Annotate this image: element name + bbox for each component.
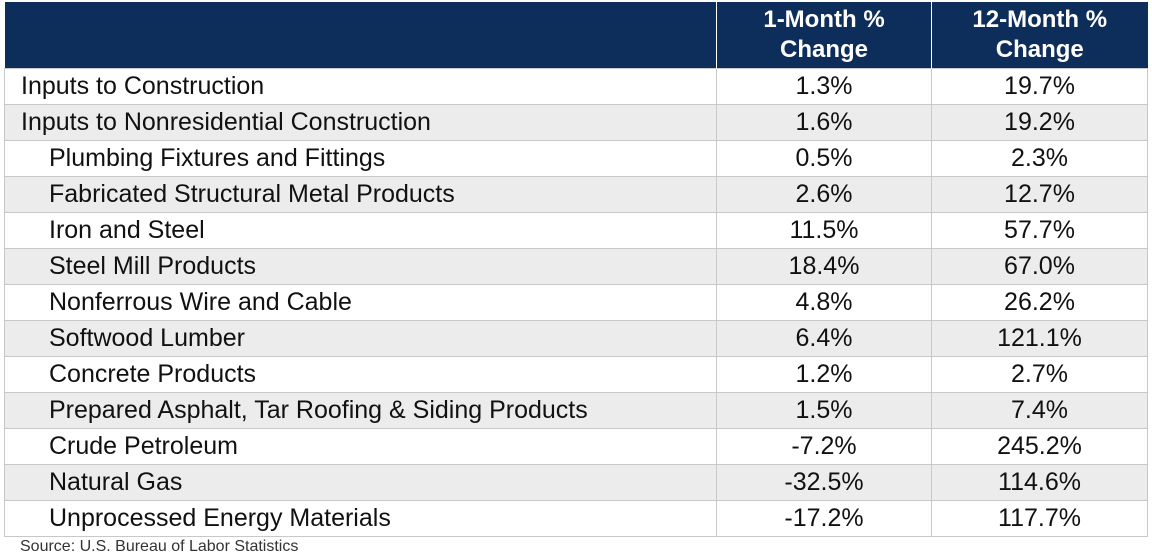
twelve-month-change-value: 117.7% <box>931 500 1148 537</box>
table-row: Natural Gas -32.5% 114.6% <box>4 464 1148 501</box>
row-label: Concrete Products <box>4 356 717 393</box>
table-row: Inputs to Nonresidential Construction 1.6… <box>4 104 1148 141</box>
header-one-month-change: 1-Month % Change <box>716 2 932 69</box>
row-label: Prepared Asphalt, Tar Roofing & Siding P… <box>4 392 717 429</box>
one-month-change-value: 6.4% <box>716 320 932 357</box>
header-label-cell <box>4 2 717 69</box>
table-row: Iron and Steel 11.5% 57.7% <box>4 212 1148 249</box>
header-row: 1-Month % Change 12-Month % Change <box>4 2 1148 69</box>
row-label: Nonferrous Wire and Cable <box>4 284 717 321</box>
twelve-month-change-value: 2.3% <box>931 140 1148 177</box>
table-row: Softwood Lumber 6.4% 121.1% <box>4 320 1148 357</box>
row-label: Softwood Lumber <box>4 320 717 357</box>
row-label: Iron and Steel <box>4 212 717 249</box>
row-label: Natural Gas <box>4 464 717 501</box>
row-label: Plumbing Fixtures and Fittings <box>4 140 717 177</box>
table-row: Inputs to Construction 1.3% 19.7% <box>4 68 1148 105</box>
row-label: Unprocessed Energy Materials <box>4 500 717 537</box>
header-twelve-month-change: 12-Month % Change <box>931 2 1148 69</box>
one-month-change-value: 1.6% <box>716 104 932 141</box>
ppi-change-table: 1-Month % Change 12-Month % Change Input… <box>4 2 1148 537</box>
one-month-change-value: 2.6% <box>716 176 932 213</box>
one-month-change-value: -17.2% <box>716 500 932 537</box>
table-row: Plumbing Fixtures and Fittings 0.5% 2.3% <box>4 140 1148 177</box>
table-header: 1-Month % Change 12-Month % Change <box>4 2 1148 69</box>
table-row: Crude Petroleum -7.2% 245.2% <box>4 428 1148 465</box>
table-body: Inputs to Construction 1.3% 19.7% Inputs to… <box>4 68 1148 537</box>
twelve-month-change-value: 12.7% <box>931 176 1148 213</box>
twelve-month-change-value: 2.7% <box>931 356 1148 393</box>
row-label: Crude Petroleum <box>4 428 717 465</box>
twelve-month-change-value: 57.7% <box>931 212 1148 249</box>
one-month-change-value: 1.2% <box>716 356 932 393</box>
one-month-change-value: 1.5% <box>716 392 932 429</box>
one-month-change-value: -32.5% <box>716 464 932 501</box>
table-row: Nonferrous Wire and Cable 4.8% 26.2% <box>4 284 1148 321</box>
twelve-month-change-value: 7.4% <box>931 392 1148 429</box>
twelve-month-change-value: 114.6% <box>931 464 1148 501</box>
one-month-change-value: -7.2% <box>716 428 932 465</box>
one-month-change-value: 18.4% <box>716 248 932 285</box>
table-row: Unprocessed Energy Materials -17.2% 117.7% <box>4 500 1148 537</box>
row-label: Inputs to Nonresidential Construction <box>4 104 717 141</box>
twelve-month-change-value: 121.1% <box>931 320 1148 357</box>
twelve-month-change-value: 19.2% <box>931 104 1148 141</box>
one-month-change-value: 1.3% <box>716 68 932 105</box>
row-label: Inputs to Construction <box>4 68 717 105</box>
table-row: Prepared Asphalt, Tar Roofing & Siding P… <box>4 392 1148 429</box>
twelve-month-change-value: 67.0% <box>931 248 1148 285</box>
table-row: Concrete Products 1.2% 2.7% <box>4 356 1148 393</box>
twelve-month-change-value: 19.7% <box>931 68 1148 105</box>
one-month-change-value: 11.5% <box>716 212 932 249</box>
source-note: Source: U.S. Bureau of Labor Statistics <box>20 538 299 555</box>
one-month-change-value: 4.8% <box>716 284 932 321</box>
row-label: Steel Mill Products <box>4 248 717 285</box>
row-label: Fabricated Structural Metal Products <box>4 176 717 213</box>
twelve-month-change-value: 245.2% <box>931 428 1148 465</box>
table-row: Fabricated Structural Metal Products 2.6%… <box>4 176 1148 213</box>
twelve-month-change-value: 26.2% <box>931 284 1148 321</box>
table-row: Steel Mill Products 18.4% 67.0% <box>4 248 1148 285</box>
one-month-change-value: 0.5% <box>716 140 932 177</box>
